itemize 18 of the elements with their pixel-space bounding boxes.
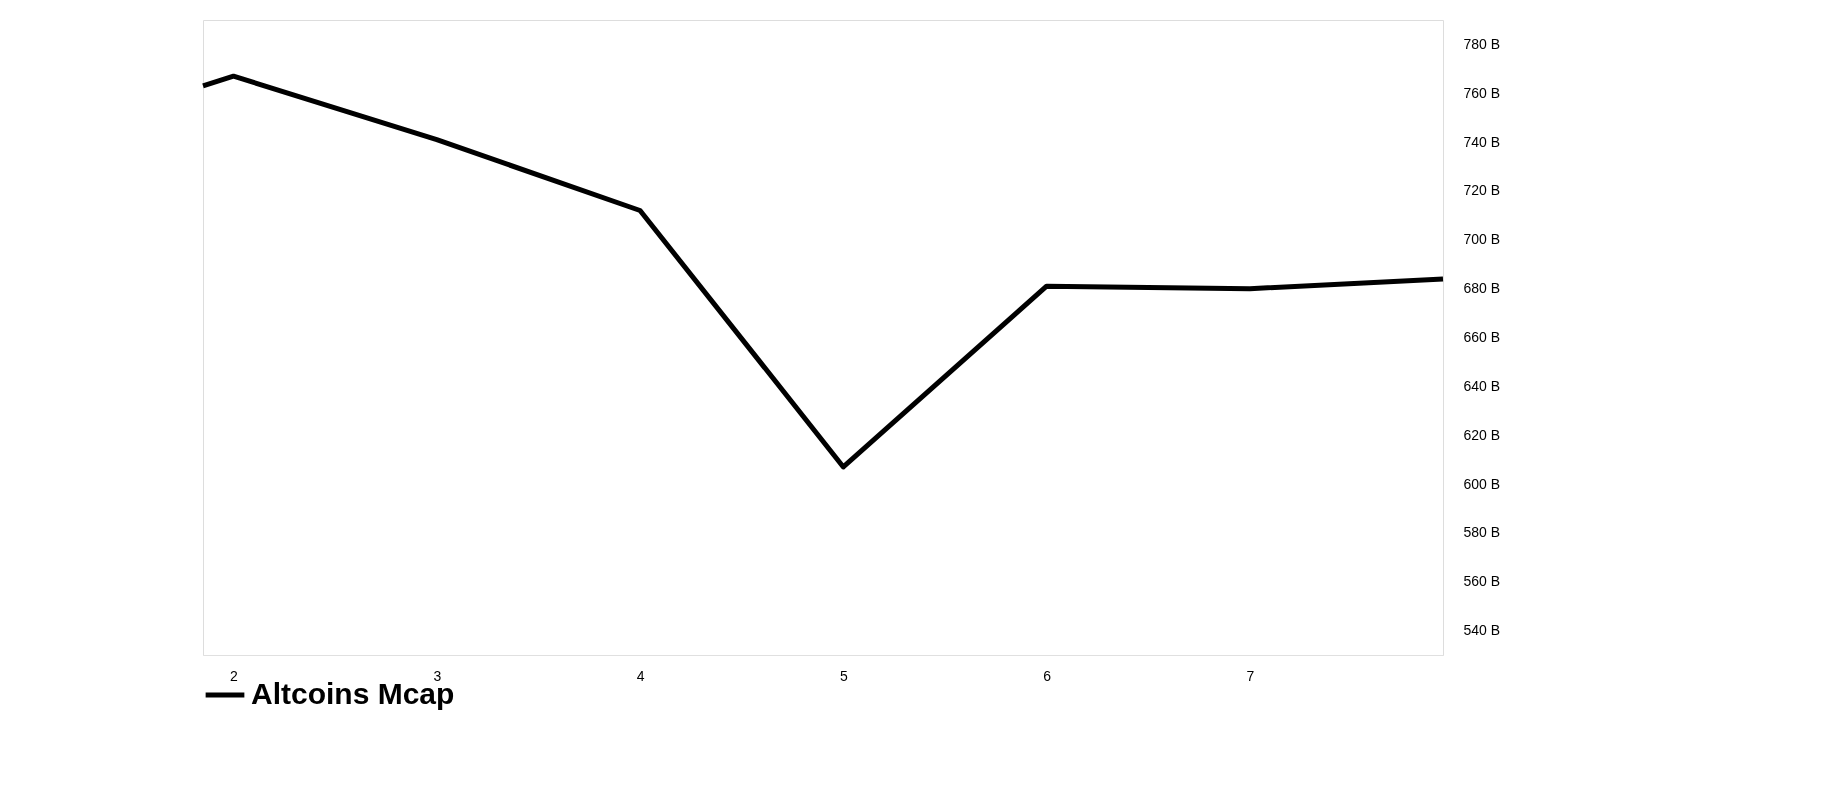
y-tick-label: 780 B: [1463, 35, 1501, 52]
x-tick-label: 5: [839, 667, 848, 684]
y-tick-label: 600 B: [1463, 475, 1501, 492]
y-tick-label: 760 B: [1463, 84, 1501, 101]
x-tick-label: 6: [1043, 667, 1052, 684]
y-tick-label: 540 B: [1463, 622, 1501, 639]
x-tick-label: 4: [636, 667, 645, 684]
y-tick-label: 580 B: [1463, 524, 1501, 541]
y-tick-label: 720 B: [1463, 182, 1501, 199]
y-tick-label: 680 B: [1463, 280, 1501, 297]
y-tick-label: 740 B: [1463, 133, 1501, 150]
y-tick-label: 660 B: [1463, 329, 1501, 345]
y-tick-label: 620 B: [1463, 426, 1501, 443]
x-tick-label: 7: [1246, 667, 1255, 684]
y-tick-label: 700 B: [1463, 231, 1501, 248]
y-tick-label: 560 B: [1463, 573, 1501, 590]
x-tick-label: 2: [230, 667, 239, 684]
y-tick-label: 640 B: [1463, 377, 1501, 394]
